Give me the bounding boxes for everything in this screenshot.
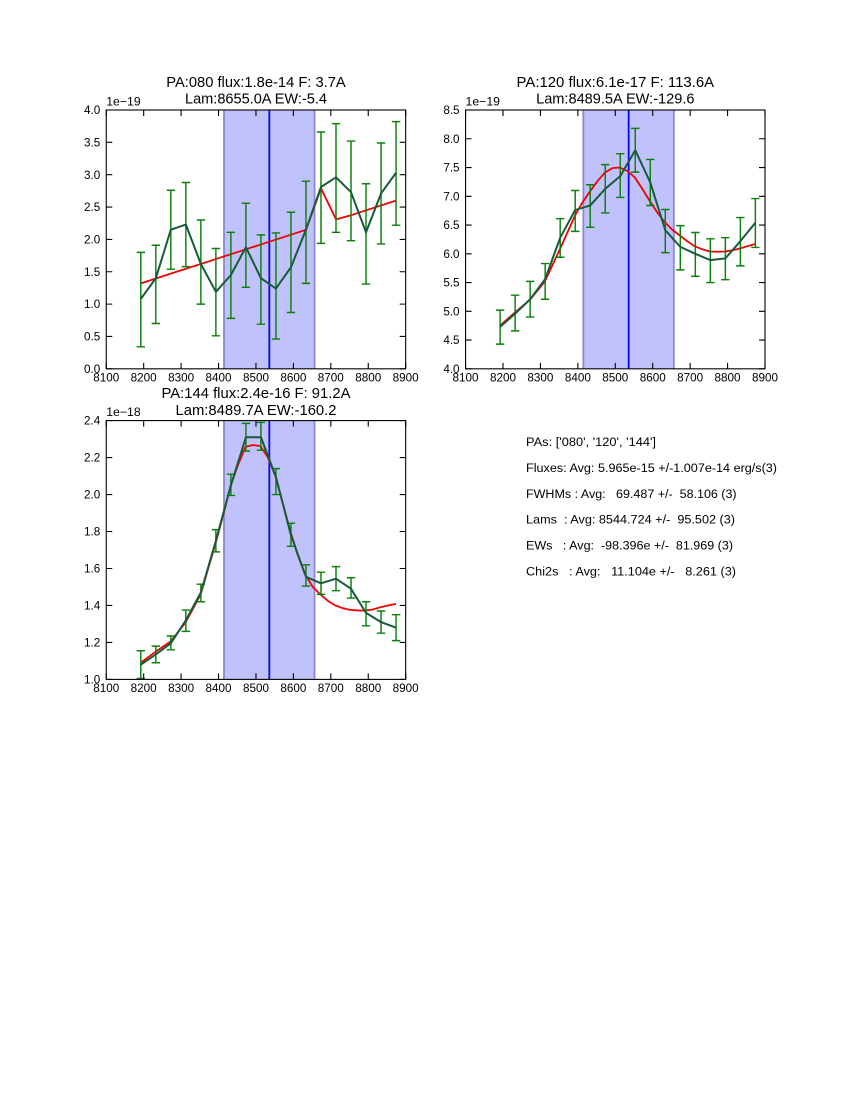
- svg-text:8300: 8300: [168, 682, 195, 695]
- svg-text:8400: 8400: [565, 372, 592, 385]
- svg-text:8600: 8600: [280, 682, 307, 695]
- svg-text:5.0: 5.0: [443, 305, 460, 318]
- svg-text:1.0: 1.0: [84, 674, 101, 687]
- svg-text:FWHMs : Avg: 69.487 +/- 58.: FWHMs : Avg: 69.487 +/- 58.106 (3): [526, 487, 737, 501]
- svg-text:8100: 8100: [93, 682, 120, 695]
- svg-text:8400: 8400: [206, 372, 233, 385]
- svg-text:8.5: 8.5: [443, 104, 460, 117]
- svg-text:1e−18: 1e−18: [106, 406, 140, 419]
- svg-text:6.5: 6.5: [443, 219, 460, 232]
- svg-text:8100: 8100: [93, 372, 120, 385]
- svg-text:8500: 8500: [602, 372, 629, 385]
- svg-text:Chi2s : Avg: 11.104e +/-: Chi2s : Avg: 11.104e +/- 8.261 (3): [526, 564, 736, 578]
- svg-text:2.0: 2.0: [84, 234, 101, 247]
- svg-text:1.0: 1.0: [84, 298, 101, 311]
- svg-text:4.0: 4.0: [443, 363, 460, 376]
- svg-text:4.5: 4.5: [443, 334, 460, 347]
- svg-text:2.2: 2.2: [84, 452, 100, 465]
- svg-text:1.6: 1.6: [84, 563, 100, 576]
- svg-text:7.0: 7.0: [443, 190, 460, 203]
- svg-text:PA:120 flux:6.1e-17 F: 113.6A: PA:120 flux:6.1e-17 F: 113.6A: [517, 74, 715, 91]
- svg-text:1e−19: 1e−19: [106, 95, 140, 108]
- svg-text:8200: 8200: [131, 372, 158, 385]
- svg-text:PA:144 flux:2.4e-16 F: 91.2A: PA:144 flux:2.4e-16 F: 91.2A: [162, 385, 352, 402]
- svg-text:0.0: 0.0: [84, 363, 101, 376]
- svg-text:8900: 8900: [393, 372, 420, 385]
- svg-text:8800: 8800: [355, 682, 382, 695]
- svg-text:Lam:8655.0A EW:-5.4: Lam:8655.0A EW:-5.4: [185, 91, 327, 108]
- svg-text:5.5: 5.5: [443, 277, 460, 290]
- svg-text:Lam:8489.7A EW:-160.2: Lam:8489.7A EW:-160.2: [176, 402, 337, 419]
- svg-text:8900: 8900: [752, 372, 779, 385]
- svg-text:7.5: 7.5: [443, 162, 460, 175]
- svg-text:0.5: 0.5: [84, 331, 101, 344]
- svg-text:8100: 8100: [453, 372, 480, 385]
- svg-text:Lams : Avg: 8544.724 +/- 95.: Lams : Avg: 8544.724 +/- 95.502 (3): [526, 513, 735, 527]
- svg-text:8200: 8200: [131, 682, 158, 695]
- svg-text:EWs : Avg: -98.396e +/- 81: EWs : Avg: -98.396e +/- 81.969 (3): [526, 539, 733, 553]
- svg-text:8400: 8400: [206, 682, 233, 695]
- svg-text:8.0: 8.0: [443, 133, 460, 146]
- svg-text:8700: 8700: [318, 682, 345, 695]
- svg-text:3.0: 3.0: [84, 169, 101, 182]
- svg-text:1e−19: 1e−19: [466, 95, 500, 108]
- svg-text:3.5: 3.5: [84, 136, 101, 149]
- svg-text:8300: 8300: [527, 372, 554, 385]
- svg-text:PAs: ['080', '120', '144']: PAs: ['080', '120', '144']: [526, 435, 656, 449]
- svg-text:8600: 8600: [280, 372, 307, 385]
- svg-text:Fluxes: Avg: 5.965e-15 +/-1.00: Fluxes: Avg: 5.965e-15 +/-1.007e-14 erg/…: [526, 461, 777, 475]
- svg-text:2.4: 2.4: [84, 415, 101, 428]
- svg-text:1.5: 1.5: [84, 266, 101, 279]
- svg-text:2.0: 2.0: [84, 489, 101, 502]
- svg-text:8900: 8900: [393, 682, 420, 695]
- svg-text:1.2: 1.2: [84, 637, 100, 650]
- svg-text:1.4: 1.4: [84, 600, 101, 613]
- svg-text:8500: 8500: [243, 372, 270, 385]
- svg-text:1.8: 1.8: [84, 526, 100, 539]
- svg-text:PA:080 flux:1.8e-14 F: 3.7A: PA:080 flux:1.8e-14 F: 3.7A: [166, 74, 346, 91]
- svg-text:Lam:8489.5A EW:-129.6: Lam:8489.5A EW:-129.6: [536, 91, 694, 108]
- svg-text:2.5: 2.5: [84, 201, 101, 214]
- svg-text:8700: 8700: [318, 372, 345, 385]
- svg-text:8500: 8500: [243, 682, 270, 695]
- svg-text:8600: 8600: [640, 372, 667, 385]
- svg-text:4.0: 4.0: [84, 104, 101, 117]
- svg-text:8700: 8700: [677, 372, 704, 385]
- svg-text:8800: 8800: [715, 372, 742, 385]
- svg-text:6.0: 6.0: [443, 248, 460, 261]
- svg-text:8300: 8300: [168, 372, 195, 385]
- svg-text:8200: 8200: [490, 372, 517, 385]
- svg-text:8800: 8800: [355, 372, 382, 385]
